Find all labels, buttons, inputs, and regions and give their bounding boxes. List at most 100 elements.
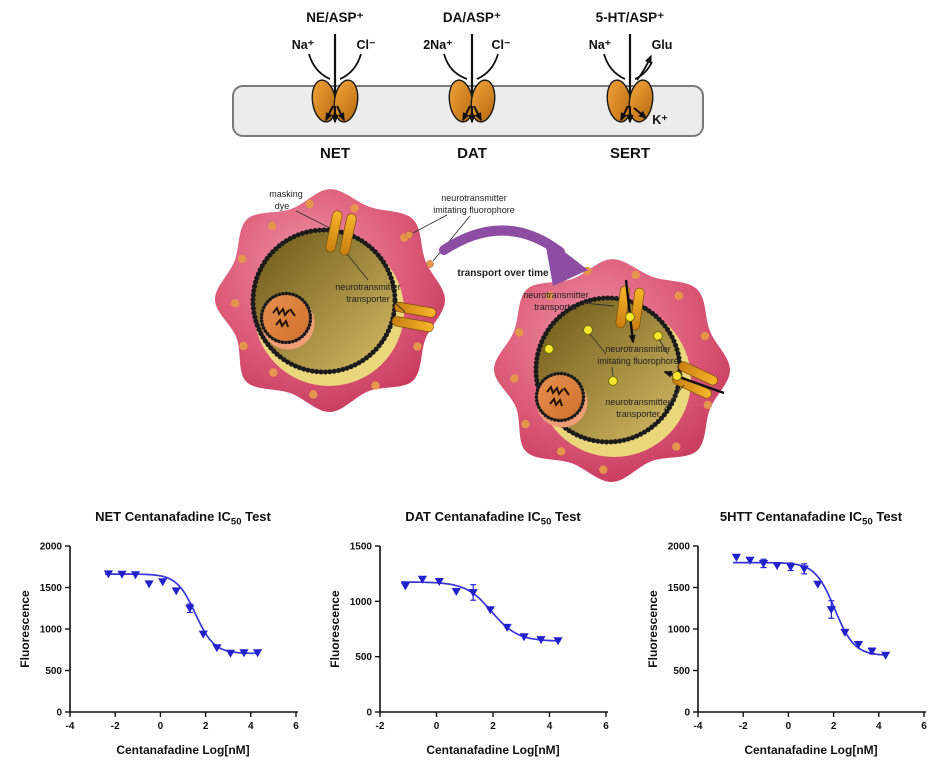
x-tick-label: 6 — [603, 721, 609, 732]
y-tick-label: 500 — [673, 666, 690, 677]
x-tick-label: -4 — [694, 721, 703, 732]
fluorophore-label: imitating fluorophore — [597, 356, 679, 366]
data-point — [171, 587, 181, 596]
data-point — [198, 630, 208, 639]
chart-canvas: -2 0 2 4 6 0 500 1000 1500 Centanafadine Log[nM] F… — [328, 542, 609, 758]
chart-title-text: DAT Centanafadine IC — [405, 509, 541, 524]
fit-curve — [733, 561, 888, 656]
transporter-label: transporter — [534, 302, 578, 312]
cell-assay-diagram: masking dye neurotransmitter imitating f… — [214, 189, 730, 483]
fit-curve — [401, 581, 561, 642]
chart-title-sub: 50 — [862, 516, 873, 528]
y-axis-label: Fluorescence — [328, 590, 342, 668]
x-tick-label: 0 — [158, 721, 164, 732]
data-point — [772, 562, 782, 571]
net-ic50-chart: NET Centanafadine IC50 Test -4 -2 0 2 4 6 0 500… — [16, 506, 308, 765]
x-tick-label: 2 — [490, 721, 496, 732]
chart-title: 5HTT Centanafadine IC50 Test — [644, 506, 936, 530]
ion-label: Na⁺ — [589, 38, 612, 52]
masking-dye-dot — [703, 400, 712, 410]
chart-plot-area: -4 -2 0 2 4 6 0 500 1000 1500 2000 Centanafadine Lo… — [644, 530, 936, 765]
data-point — [158, 578, 168, 587]
data-point — [451, 588, 461, 596]
masking-dye-dot — [556, 447, 566, 456]
masking-dye-dot — [631, 270, 640, 280]
y-tick-label: 0 — [366, 708, 372, 719]
left-cell-transporter-top — [325, 210, 357, 256]
masking-dye-dot — [239, 341, 248, 351]
chart-title-sub: 50 — [230, 516, 242, 528]
data-point — [225, 649, 236, 658]
transport-arrowhead — [544, 236, 588, 286]
sert-transporter-group: 5-HT/ASP⁺ Na⁺ Glu K⁺ SERT — [589, 10, 673, 162]
x-tick-label: -2 — [739, 721, 748, 732]
masking-dye-label: masking — [269, 189, 303, 199]
fluorophore-label: neurotransmitter — [605, 344, 671, 354]
masking-dye-dot — [545, 291, 554, 300]
x-tick-label: -2 — [111, 721, 120, 732]
transport-arrow — [439, 225, 565, 257]
transporter-label: neurotransmitter — [523, 290, 589, 300]
x-tick-label: 4 — [876, 721, 882, 732]
y-tick-label: 2000 — [668, 542, 691, 553]
data-point — [103, 570, 113, 579]
transporter-name: SERT — [610, 145, 650, 162]
masking-dye-dot — [413, 342, 422, 351]
influx-arrow — [624, 279, 636, 344]
y-tick-label: 1500 — [668, 583, 691, 594]
data-point — [185, 604, 195, 613]
chart-title-text: Test — [241, 509, 271, 524]
masking-dye-dot — [230, 299, 240, 308]
y-tick-label: 500 — [45, 666, 62, 677]
left-cell-interior — [250, 227, 404, 386]
masking-dye-dot — [371, 381, 380, 390]
fluorophore-dot — [426, 260, 434, 268]
chart-title-text: 5HTT Centanafadine IC — [719, 509, 863, 524]
masking-dye-dot — [237, 254, 247, 264]
substrate-label: NE/ASP⁺ — [306, 10, 363, 25]
y-tick-label: 1500 — [40, 583, 63, 594]
data-point — [786, 563, 796, 572]
x-tick-label: 2 — [831, 721, 837, 732]
data-point — [417, 575, 427, 584]
transporter-schematic: NE/ASP⁺ Na⁺ Cl⁻ NET DA/ASP⁺ 2Na⁺ Cl⁻ DAT — [232, 10, 704, 162]
dat-ic50-chart: DAT Centanafadine IC50 Test -2 0 2 4 6 0 500 10… — [326, 506, 618, 765]
data-point — [536, 636, 546, 645]
x-tick-label: 0 — [786, 721, 792, 732]
ion-label: Glu — [652, 38, 673, 52]
y-tick-label: 500 — [355, 652, 372, 663]
masking-dye-dot — [521, 419, 530, 429]
chart-title: NET Centanafadine IC50 Test — [16, 506, 308, 530]
x-tick-label: 4 — [248, 721, 254, 732]
transport-over-time-label: transport over time — [457, 268, 549, 279]
x-tick-label: 4 — [547, 721, 553, 732]
y-tick-label: 0 — [684, 708, 690, 719]
y-tick-label: 1000 — [668, 625, 691, 636]
y-axis-label: Fluorescence — [18, 590, 32, 668]
masking-dye-dot — [269, 368, 278, 377]
dna-icon — [546, 384, 570, 408]
right-pointer-lines — [583, 302, 685, 411]
substrate-label: DA/ASP⁺ — [443, 10, 501, 25]
x-tick-label: -4 — [66, 721, 75, 732]
data-point — [813, 580, 823, 589]
y-axis-label: Fluorescence — [646, 590, 660, 668]
data-point — [130, 571, 141, 580]
chart-canvas: -4 -2 0 2 4 6 0 500 1000 1500 2000 Centanafadine Lo… — [18, 542, 299, 758]
data-point — [434, 578, 444, 586]
fluorophore-label: neurotransmitter — [441, 193, 507, 203]
dat-transporter-group: DA/ASP⁺ 2Na⁺ Cl⁻ DAT — [423, 10, 511, 162]
x-tick-label: 6 — [921, 721, 927, 732]
y-tick-label: 0 — [56, 708, 62, 719]
masking-dye-dot — [599, 465, 608, 474]
chart-title-sub: 50 — [540, 516, 552, 528]
ion-label: Na⁺ — [292, 38, 315, 52]
masking-dye-dot — [309, 390, 318, 399]
masking-dye-dot — [350, 204, 359, 213]
data-point — [144, 580, 154, 589]
transporter-name: DAT — [457, 145, 487, 162]
transporter-label: neurotransmitter — [335, 282, 401, 292]
data-point — [502, 623, 512, 632]
y-tick-label: 2000 — [40, 542, 63, 553]
5htt-ic50-chart: 5HTT Centanafadine IC50 Test -4 -2 0 2 4 6 0 50… — [644, 506, 936, 765]
